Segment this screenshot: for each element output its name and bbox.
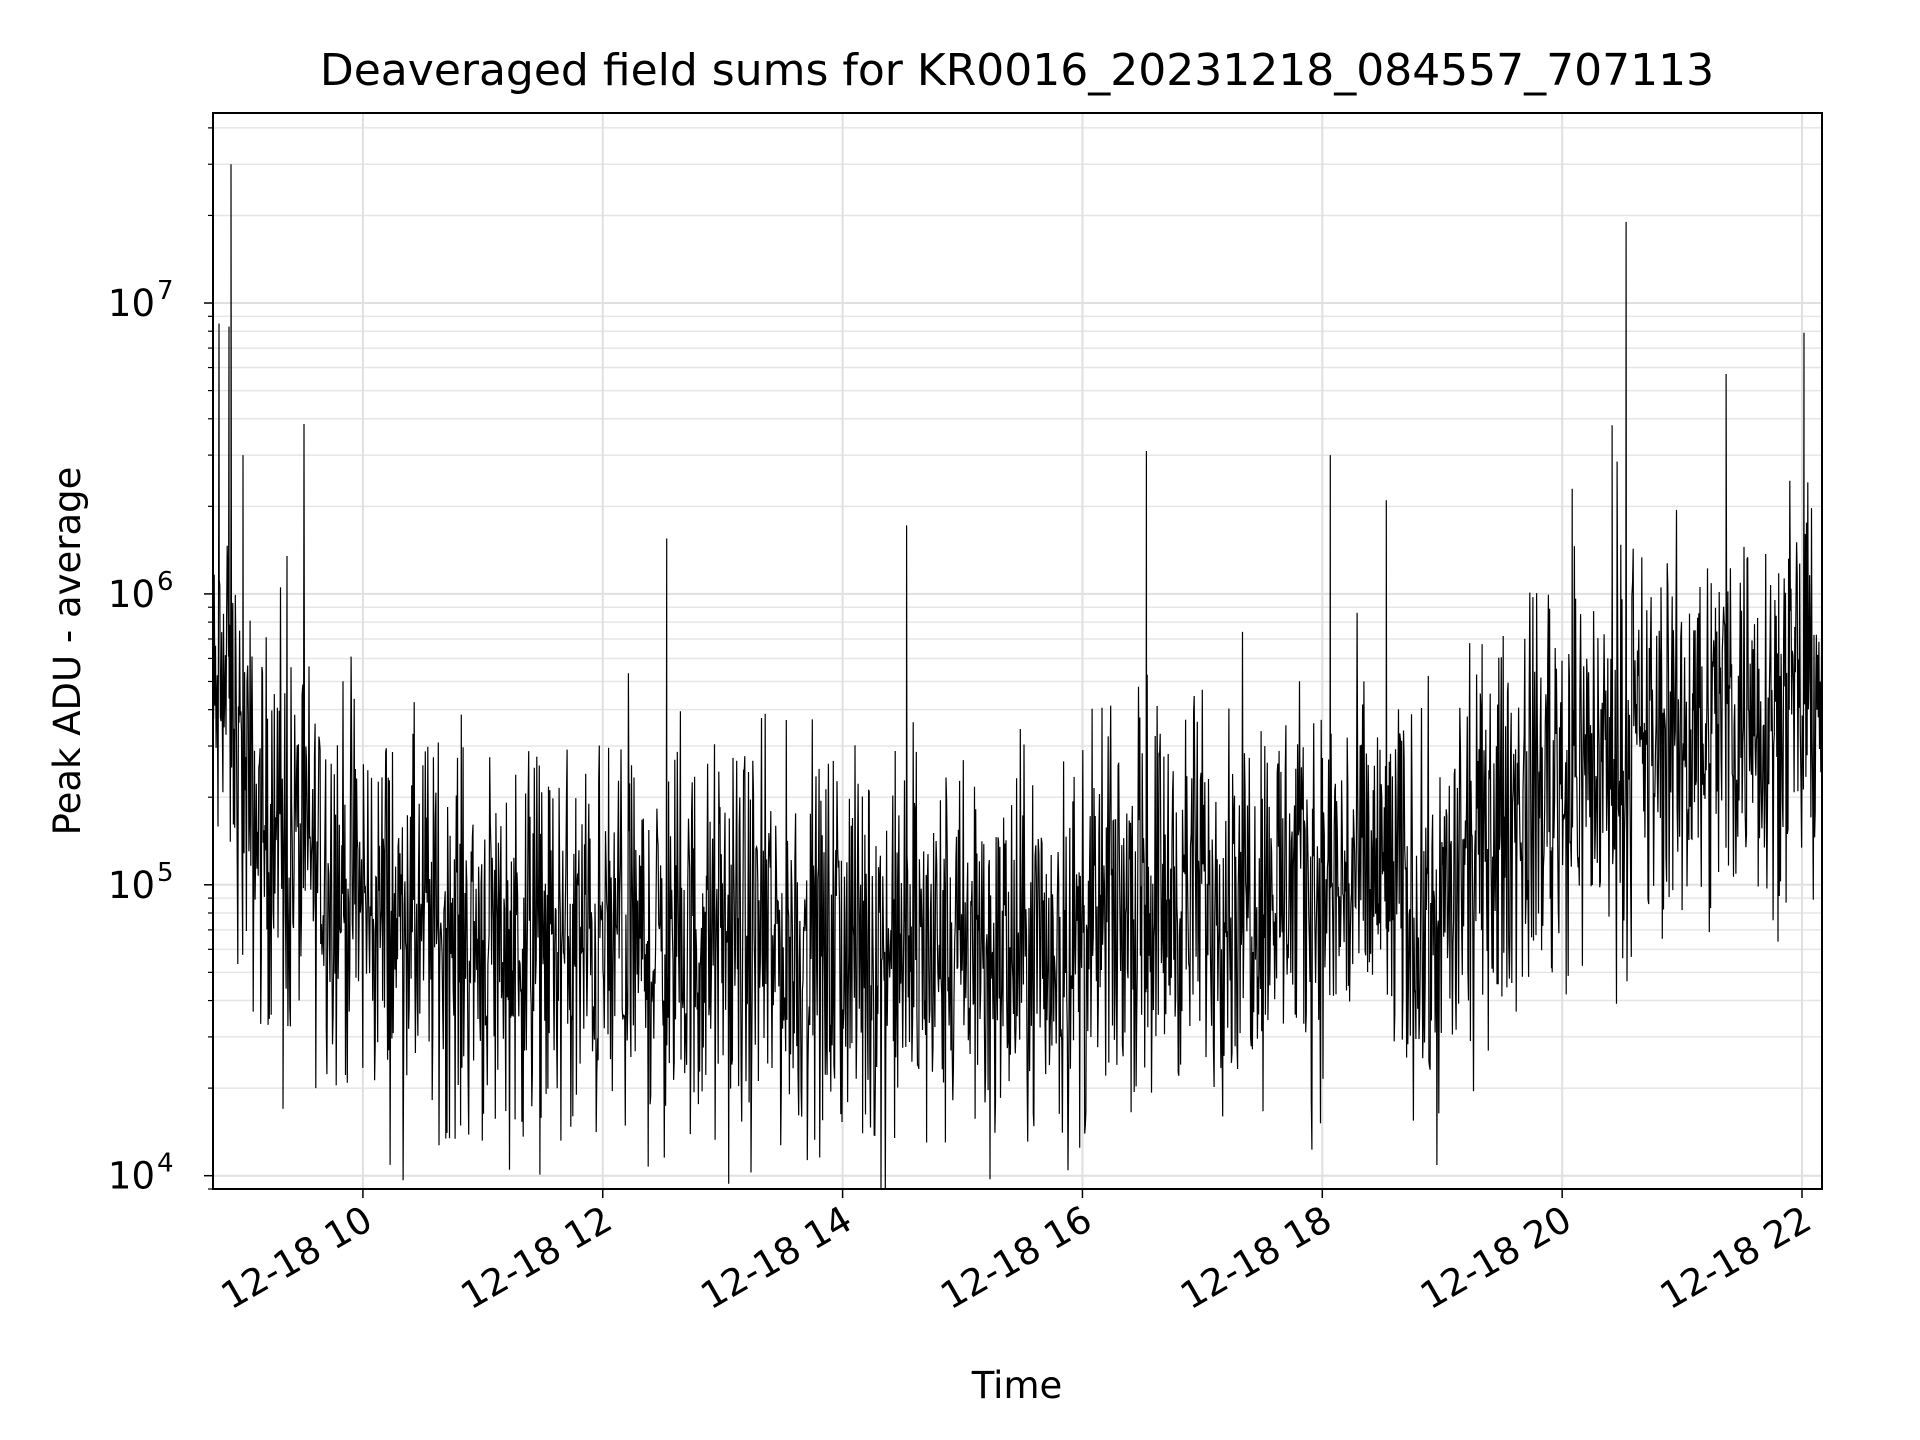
x-tick-label: 12-18 22 [1653,1198,1819,1318]
y-tick-exponent: 6 [157,567,174,597]
y-axis-label: Peak ADU - average [46,467,89,836]
y-tick-label: 10 [108,864,155,907]
x-tick-label: 12-18 12 [454,1198,620,1318]
chart-title: Deaveraged field sums for KR0016_2023121… [320,45,1714,96]
y-tick-exponent: 7 [157,276,174,306]
x-tick-label: 12-18 10 [214,1198,380,1318]
series-line [212,164,1823,1190]
x-axis-label: Time [971,1364,1063,1407]
y-tick-label: 10 [108,573,155,616]
plot-frame [212,112,1823,1190]
plot-line [212,164,1823,1190]
x-tick-label: 12-18 14 [694,1198,860,1318]
x-axis: 12-18 10 12-18 12 12-18 14 12-18 16 12-18 18… [214,1189,1819,1318]
y-tick-exponent: 5 [157,858,174,888]
x-tick-label: 12-18 18 [1173,1198,1339,1318]
y-tick-exponent: 4 [157,1149,174,1179]
y-tick-label: 10 [108,282,155,325]
x-tick-label: 12-18 16 [933,1198,1099,1318]
y-tick-label: 10 [108,1155,155,1198]
x-tick-label: 12-18 20 [1413,1198,1579,1318]
